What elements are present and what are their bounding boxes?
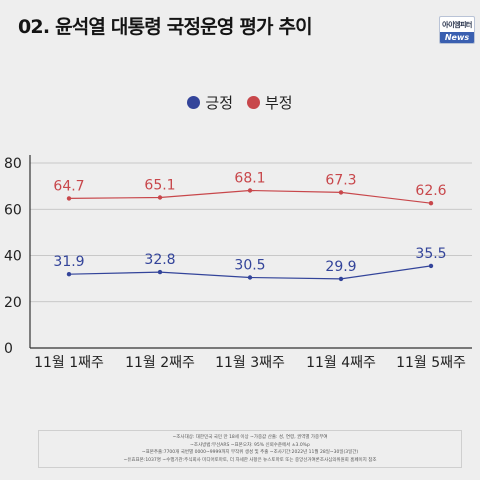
data-point (428, 263, 434, 269)
legend-label-negative: 부정 (265, 94, 293, 112)
chart-legend: 긍정 부정 (0, 92, 480, 113)
data-label: 67.3 (325, 172, 356, 188)
data-label: 62.6 (415, 183, 446, 199)
x-tick-label: 11월 1째주 (34, 355, 104, 371)
legend-item-negative: 부정 (247, 92, 293, 113)
data-label: 32.8 (144, 252, 175, 268)
data-point (157, 269, 163, 275)
x-tick-label: 11월 2째주 (125, 355, 195, 371)
data-point (338, 190, 344, 195)
data-point (66, 272, 72, 277)
y-tick-label: 0 (4, 341, 13, 357)
y-tick-label: 20 (4, 295, 22, 311)
page-title: 02. 윤석열 대통령 국정운영 평가 추이 (18, 16, 313, 38)
data-point (338, 276, 344, 282)
legend-dot-negative-icon (247, 96, 260, 109)
x-tick-label: 11월 3째주 (215, 355, 285, 371)
footnote-line: ~유효표본:1037명 ~수행기관:주식회사 미디어토마토, 더 자세한 사항은… (123, 457, 377, 463)
data-label: 65.1 (144, 178, 175, 194)
legend-label-positive: 긍정 (205, 94, 233, 112)
logo-text-bottom: News (440, 32, 474, 43)
legend-dot-positive-icon (187, 96, 201, 109)
data-label: 31.9 (53, 254, 84, 270)
legend-item-positive: 긍정 (187, 92, 233, 113)
y-tick-label: 60 (4, 202, 22, 218)
data-point (247, 188, 253, 193)
data-label: 30.5 (234, 258, 265, 274)
y-tick-label: 80 (4, 156, 22, 172)
news-logo: 아이엠피터 News (439, 16, 475, 44)
data-label: 29.9 (325, 259, 356, 275)
x-tick-label: 11월 5째주 (396, 355, 466, 371)
footnote-line: ~조사방법:무선ARS ~표본오차: 95% 신뢰수준에서 ±3.0%p (190, 442, 310, 448)
y-tick-label: 40 (4, 249, 22, 265)
data-point (428, 201, 434, 206)
data-point (66, 196, 72, 201)
data-label: 64.7 (53, 178, 84, 194)
data-point (247, 275, 253, 280)
data-label: 35.5 (415, 246, 446, 262)
data-label: 68.1 (234, 171, 265, 187)
logo-text-top: 아이엠피터 (442, 21, 472, 29)
footnote-line: ~표본추출:7700개 국번별 0000~9999까지 무작위 생성 및 추출 … (141, 450, 359, 456)
survey-footnote: ~조사대상: 대한민국 국민 만 18세 이상 ~가중값 산출: 성, 연령, … (38, 430, 462, 468)
footnote-line: ~조사대상: 대한민국 국민 만 18세 이상 ~가중값 산출: 성, 연령, … (172, 435, 328, 440)
data-point (157, 195, 163, 200)
x-tick-label: 11월 4째주 (306, 355, 376, 371)
